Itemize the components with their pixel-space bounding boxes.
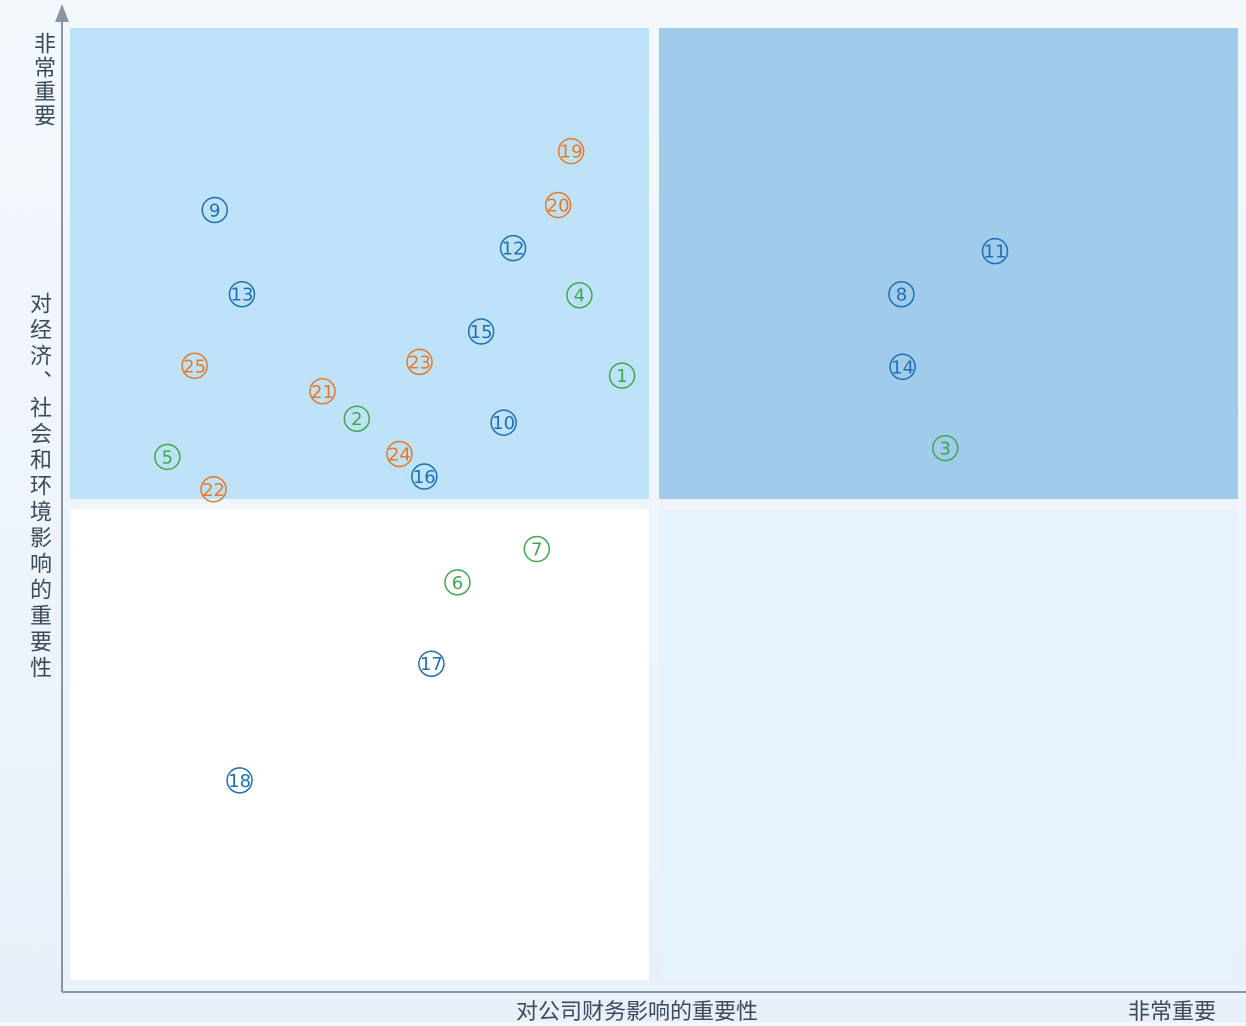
point-marker [181,352,208,380]
point-marker [228,280,256,308]
point-label: 25 [183,356,206,377]
axis-layer [55,4,1246,993]
point-label: 5 [162,447,173,468]
point-6: 6 [444,569,471,596]
point-12: 12 [499,234,527,262]
y-axis-high-label: 非常重要 [30,32,55,128]
quadrant-bottom-left [70,509,649,980]
point-9: 9 [201,196,228,224]
point-19: 19 [557,137,585,165]
point-label: 10 [492,413,515,434]
point-20: 20 [544,191,572,219]
point-marker [154,443,181,471]
quadrant-top-right [659,28,1238,499]
point-marker [523,535,551,563]
point-label: 6 [452,573,463,594]
point-18: 18 [226,767,253,794]
point-label: 22 [202,480,225,501]
point-label: 1 [616,366,627,387]
point-marker [566,281,593,309]
point-label: 20 [547,196,570,217]
point-label: 24 [388,444,411,465]
point-label: 2 [351,409,362,430]
point-marker [467,318,495,345]
point-23: 23 [406,348,433,376]
point-15: 15 [467,318,495,345]
quadrant-layer [70,28,1238,980]
point-13: 13 [228,280,256,308]
point-8: 8 [888,280,915,308]
point-4: 4 [566,281,593,309]
chart-title [480,0,840,8]
point-label: 4 [574,286,585,307]
quadrant-top-left [70,28,649,499]
point-label: 14 [891,357,914,378]
point-label: 17 [420,654,443,675]
point-marker [200,476,227,503]
x-axis-high-label: 非常重要 [1128,1000,1217,1025]
point-marker [309,378,336,405]
point-marker [490,409,517,436]
point-marker [406,348,433,376]
y-axis-title: 对经济、社会和环境影响的重要性 [26,292,51,682]
point-10: 10 [490,409,517,436]
point-marker [889,353,916,381]
point-5: 5 [154,443,181,471]
point-marker [343,405,371,432]
point-marker [932,434,959,462]
point-25: 25 [181,352,208,380]
point-22: 22 [200,476,227,503]
point-7: 7 [523,535,551,563]
point-14: 14 [889,353,916,381]
point-label: 12 [502,239,525,260]
point-1: 1 [608,362,636,389]
point-label: 19 [560,142,583,163]
point-marker [981,237,1009,265]
point-marker [544,191,572,219]
point-marker [201,196,228,224]
point-label: 7 [531,540,542,561]
point-label: 23 [408,352,431,373]
point-label: 15 [470,322,493,343]
point-3: 3 [932,434,959,462]
point-label: 21 [311,382,334,403]
y-axis-arrow [55,4,69,22]
point-16: 16 [411,463,438,490]
point-label: 16 [413,467,436,488]
point-marker [444,569,471,596]
x-axis-title: 对公司财务影响的重要性 [516,1000,759,1025]
point-24: 24 [386,440,413,468]
points-layer: 1234567891011121314151617181920212223242… [154,137,1009,794]
point-label: 9 [209,200,220,221]
point-label: 3 [940,439,951,460]
point-label: 13 [231,285,254,306]
point-11: 11 [981,237,1009,265]
point-marker [226,767,253,794]
point-label: 11 [984,242,1007,263]
point-label: 8 [896,285,907,306]
point-2: 2 [343,405,371,432]
point-marker [418,650,445,677]
point-marker [608,362,636,389]
point-marker [888,280,915,308]
point-marker [411,463,438,490]
point-17: 17 [418,650,445,677]
point-21: 21 [309,378,336,405]
point-marker [386,440,413,468]
point-label: 18 [228,771,251,792]
point-marker [557,137,585,165]
point-marker [499,234,527,262]
quadrant-bottom-right [659,509,1238,980]
